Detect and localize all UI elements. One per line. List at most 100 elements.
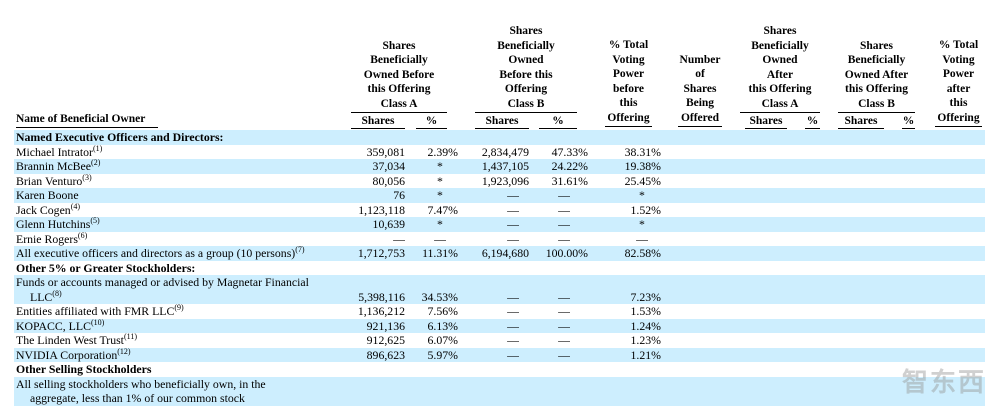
table-row: Brian Venturo(3) 80,056 * 1,923,096 31.61% 25…: [14, 172, 985, 189]
footnote-ref[interactable]: (12): [117, 346, 131, 356]
cell-a-shares: 1,712,753: [357, 246, 405, 260]
table-row: All executive officers and directors as …: [14, 246, 985, 261]
cell-voting: 38.31%: [624, 144, 661, 159]
cell-b-pct: —: [558, 289, 570, 304]
owner-name: Ernie Rogers(6): [16, 230, 346, 247]
cell-voting: 19.38%: [624, 159, 661, 173]
cell-b-pct: —: [558, 304, 570, 318]
owner-name: Karen Boone: [16, 188, 346, 203]
owner-name-text-continued: aggregate, less than 1% of our common st…: [30, 391, 245, 405]
footnote-ref[interactable]: (5): [90, 216, 100, 225]
footnote-ref[interactable]: (4): [70, 201, 81, 211]
footnote-ref[interactable]: (9): [174, 303, 184, 312]
owner-name: Brian Venturo(3): [16, 172, 346, 189]
cell-voting: 82.58%: [624, 246, 661, 260]
cell-a-shares: 37,034: [372, 159, 405, 173]
owner-name-text: NVIDIA Corporation: [16, 347, 118, 362]
owner-name-text: Named Executive Officers and Directors:: [16, 130, 224, 144]
table-row: Michael Intrator(1) 359,081 2.39% 2,834,479…: [14, 143, 985, 160]
header-before-class-a: Shares Beneficially Owned Before this Of…: [351, 39, 447, 113]
cell-a-shares: 1,123,118: [358, 202, 405, 217]
table-row: Glenn Hutchins(5) 10,639 * — — *: [14, 217, 985, 232]
cell-b-shares: —: [507, 231, 519, 246]
cell-a-shares: 76: [393, 188, 405, 202]
cell-b-shares: —: [507, 318, 519, 333]
cell-a-pct: 11.31%: [422, 246, 458, 260]
owner-name: All selling stockholders who beneficiall…: [16, 377, 346, 406]
subheader-a-shares: Shares: [351, 115, 405, 129]
cell-b-pct: —: [558, 318, 570, 333]
cell-voting: 25.45%: [624, 173, 661, 188]
owner-name: KOPACC, LLC(10): [16, 317, 346, 334]
cell-b-shares: —: [507, 217, 519, 231]
cell-b-shares: —: [507, 289, 519, 304]
header-voting-after: % Total Voting Power after this Offering: [935, 38, 982, 127]
owner-name: Other 5% or Greater Stockholders:: [16, 261, 346, 276]
cell-a-pct: *: [437, 173, 443, 188]
cell-voting: 1.53%: [630, 304, 661, 318]
subheader-after-a-pct: %: [805, 115, 820, 129]
owner-name: NVIDIA Corporation(12): [16, 346, 346, 363]
owner-name: Other Selling Stockholders: [16, 362, 346, 377]
cell-b-shares: 1,923,096: [481, 173, 529, 188]
subheader-a-pct: %: [416, 115, 447, 129]
owner-name-text: Other Selling Stockholders: [16, 362, 152, 376]
owner-name-text: Funds or accounts managed or advised by …: [16, 275, 309, 289]
owner-name-text: All executive officers and directors as …: [16, 246, 296, 260]
cell-b-pct: —: [558, 188, 570, 202]
cell-b-shares: 2,834,479: [481, 144, 529, 159]
owner-name-text: Brian Venturo: [16, 173, 83, 188]
owner-name-text: Karen Boone: [16, 188, 79, 202]
cell-a-shares: 896,623: [366, 347, 405, 362]
cell-voting: *: [639, 217, 645, 231]
cell-b-pct: 100.00%: [545, 246, 588, 260]
footnote-ref[interactable]: (11): [123, 332, 137, 341]
owner-name: Jack Cogen(4): [16, 201, 346, 218]
footnote-ref[interactable]: (1): [92, 143, 103, 153]
section-header-row: Other Selling Stockholders: [14, 362, 985, 377]
table-row: KOPACC, LLC(10) 921,136 6.13% — — 1.24%: [14, 317, 985, 334]
table-row: Brannin McBee(2) 37,034 * 1,437,105 24.22% 19…: [14, 159, 985, 174]
owner-name-text: Jack Cogen: [16, 202, 71, 217]
owner-name-text: The Linden West Trust: [16, 333, 124, 347]
cell-a-shares: —: [393, 231, 405, 246]
owner-name-text: Glenn Hutchins: [16, 217, 91, 231]
cell-a-pct: —: [434, 231, 446, 246]
cell-a-pct: *: [437, 188, 443, 202]
header-name-of-owner: Name of Beneficial Owner: [16, 112, 158, 128]
footnote-ref[interactable]: (3): [82, 172, 92, 182]
header-voting-before: % Total Voting Power before this Offerin…: [605, 38, 652, 127]
owner-name: All executive officers and directors as …: [16, 246, 346, 261]
cell-b-shares: —: [507, 202, 519, 217]
footnote-ref[interactable]: (10): [90, 317, 105, 327]
footnote-ref[interactable]: (6): [77, 230, 88, 240]
cell-a-pct: *: [437, 159, 443, 173]
watermark-logo: 智东西: [901, 368, 986, 398]
subheader-b-shares: Shares: [475, 115, 529, 129]
cell-a-pct: 7.47%: [427, 202, 458, 217]
cell-b-pct: —: [558, 202, 570, 217]
footnote-ref[interactable]: (8): [52, 288, 62, 298]
cell-a-pct: 34.53%: [421, 289, 458, 304]
cell-b-shares: —: [507, 347, 519, 362]
cell-b-pct: 31.61%: [551, 173, 588, 188]
table-row: Karen Boone 76 * — — *: [14, 188, 985, 203]
owner-name-text: Other 5% or Greater Stockholders:: [16, 260, 196, 275]
owner-name: Glenn Hutchins(5): [16, 217, 346, 232]
owner-name: Named Executive Officers and Directors:: [16, 130, 346, 145]
owner-name: Entities affiliated with FMR LLC(9): [16, 304, 346, 319]
cell-b-shares: 6,194,680: [481, 246, 529, 260]
owner-name-text: All selling stockholders who beneficiall…: [16, 376, 266, 391]
cell-a-shares: 5,398,116: [358, 289, 405, 304]
cell-a-pct: 7.56%: [427, 304, 458, 318]
cell-voting: 1.23%: [630, 333, 661, 347]
cell-b-shares: —: [507, 188, 519, 202]
cell-voting: *: [639, 188, 645, 202]
cell-b-pct: 24.22%: [551, 159, 588, 173]
cell-a-shares: 912,625: [366, 333, 405, 347]
footnote-ref[interactable]: (7): [295, 245, 305, 254]
owner-name: Funds or accounts managed or advised by …: [16, 275, 346, 304]
owner-name-text: Brannin McBee: [16, 159, 92, 173]
footnote-ref[interactable]: (2): [91, 158, 101, 167]
owner-name-text: Ernie Rogers: [16, 231, 78, 246]
